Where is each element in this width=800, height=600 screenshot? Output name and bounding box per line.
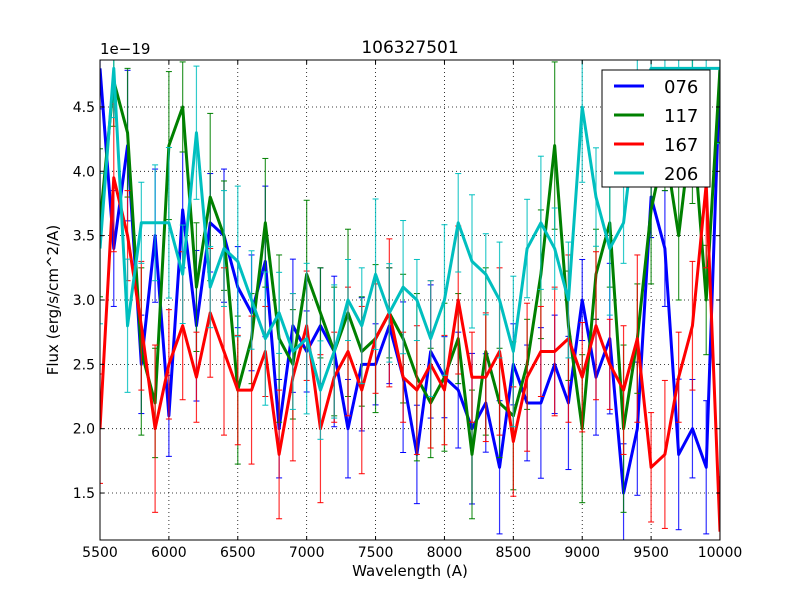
- series-line-167: [100, 176, 720, 532]
- ticks: 5500 6000 6500 7000 7500 8000 8500 9000 9500 1000…: [73, 60, 743, 561]
- x-tick-label: 10000: [698, 545, 743, 561]
- y-tick-label: 4.5: [73, 100, 95, 116]
- x-axis-label: Wavelength (A): [352, 562, 468, 580]
- series-line-117: [100, 68, 720, 456]
- y-tick-label: 4.0: [73, 164, 95, 180]
- x-tick-label: 9500: [633, 545, 669, 561]
- x-tick-label: 7500: [358, 545, 394, 561]
- plot-area: [100, 60, 720, 540]
- legend-label-167: 167: [664, 135, 698, 156]
- series-line-076: [100, 68, 720, 495]
- x-tick-label: 9000: [564, 545, 600, 561]
- y-tick-label: 2.0: [73, 422, 95, 438]
- legend-box: [601, 69, 711, 188]
- legend-label-206: 206: [664, 164, 698, 185]
- legend-label-076: 076: [664, 77, 698, 98]
- y-tick-label: 3.0: [73, 293, 95, 309]
- y-tick-label: 1.5: [73, 486, 95, 502]
- y-axis-label: Flux (erg/s/cm^2/A): [44, 225, 62, 376]
- chart-title: 106327501: [361, 38, 458, 58]
- x-tick-label: 8000: [427, 545, 463, 561]
- x-tick-label: 6500: [220, 545, 256, 561]
- legend-label-117: 117: [664, 106, 698, 127]
- x-tick-label: 7000: [289, 545, 325, 561]
- y-offset-label: 1e−19: [100, 40, 150, 58]
- legend: 076 117 167 206: [601, 69, 711, 188]
- x-tick-label: 6000: [151, 545, 187, 561]
- y-tick-label: 3.5: [73, 229, 95, 245]
- series-line-206: [100, 66, 720, 392]
- x-tick-label: 8500: [496, 545, 532, 561]
- x-tick-label: 5500: [82, 545, 118, 561]
- y-tick-label: 2.5: [73, 357, 95, 373]
